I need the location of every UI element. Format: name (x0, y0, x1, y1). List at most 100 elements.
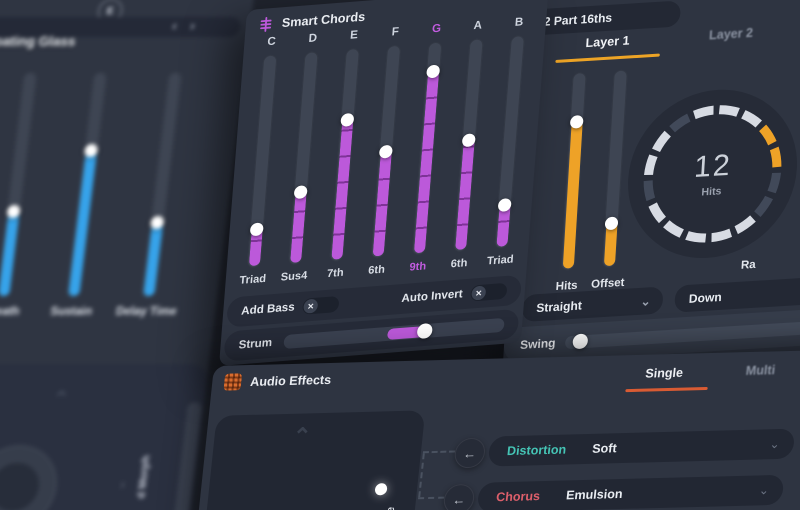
rhythm-preset-dropdown[interactable]: 2 Part 16ths (528, 0, 682, 36)
note-letter: A (473, 19, 483, 33)
dial-segment (734, 215, 756, 235)
connector-line (417, 496, 445, 500)
chord-columns: C Triad D Sus4 E 7th F 6th G 9th A 6th B Triad (235, 15, 537, 289)
chord-slider[interactable] (246, 54, 278, 269)
dial-segment (644, 154, 658, 175)
tab-layer-2[interactable]: Layer 2 (708, 25, 754, 43)
note-letter: B (514, 16, 524, 29)
effect-name: Distortion (506, 442, 567, 459)
slider-knob[interactable] (83, 144, 99, 158)
slider-label: Sustain (49, 306, 93, 318)
active-layer-underline (555, 53, 660, 63)
slider-fill (67, 144, 99, 296)
vertical-slider[interactable] (560, 71, 587, 271)
xy-pad-cursor[interactable] (374, 483, 388, 496)
direction-dropdown[interactable]: Down (674, 269, 800, 313)
arrow-left-icon: ← (462, 445, 478, 461)
chevron-up-icon: ⌃ (291, 423, 313, 449)
dial-segment (718, 105, 740, 117)
chevron-down-icon: ⌄ (640, 293, 652, 309)
tab-multi[interactable]: Multi (745, 363, 776, 379)
effect-back-button[interactable]: ← (453, 437, 487, 469)
slider-knob[interactable] (569, 114, 584, 129)
note-letter: G (431, 22, 442, 36)
chord-type-label: 6th (450, 257, 468, 271)
dial-ring (628, 89, 798, 259)
tab-single[interactable]: Single (644, 365, 684, 381)
dial-segment (767, 172, 782, 194)
auto-invert-toggle[interactable]: ✕ (470, 282, 508, 302)
swing-slider[interactable] (565, 314, 800, 350)
preset-name[interactable]: Floating Glass (0, 34, 77, 49)
chord-slider[interactable] (287, 51, 319, 266)
slider-label: Breath (0, 306, 21, 318)
swing-label: Swing (519, 335, 556, 353)
chorus-selector[interactable]: Chorus Emulsion ⌄ (476, 474, 785, 510)
strum-knob[interactable] (416, 322, 434, 340)
toggle-x-icon: ✕ (303, 298, 319, 314)
vertical-slider[interactable] (65, 72, 108, 298)
strum-label: Strum (238, 336, 273, 352)
chord-slider[interactable] (452, 38, 484, 253)
chord-type-label: 7th (326, 266, 345, 281)
dial-segment (741, 110, 762, 128)
note-letter: E (349, 29, 359, 42)
next-preset-icon[interactable]: › (189, 18, 196, 33)
slider-knob[interactable] (6, 205, 21, 219)
expression-slider-sustain[interactable]: Sustain (43, 72, 129, 318)
chord-slider[interactable] (370, 44, 402, 259)
slider-knob[interactable] (604, 216, 619, 231)
effect-preset: Emulsion (565, 486, 624, 503)
dial-segment (652, 130, 671, 153)
connector-line (422, 450, 456, 454)
slider-fill (495, 198, 512, 247)
slider-knob[interactable] (497, 198, 512, 213)
morph-knob[interactable] (0, 445, 62, 510)
slider-fill (454, 133, 476, 251)
slider-knob[interactable] (461, 133, 476, 148)
effect-back-button[interactable]: ← (442, 483, 476, 510)
effects-xy-pad[interactable]: ⌃ ce (203, 410, 426, 510)
slider-knob[interactable] (340, 113, 355, 128)
chord-slider[interactable] (329, 47, 361, 262)
note-letter: F (391, 25, 400, 39)
slider-fill (603, 216, 619, 267)
panel-title: Audio Effects (249, 372, 332, 389)
slider-knob[interactable] (378, 144, 393, 159)
arrow-left-icon: ← (451, 491, 467, 507)
expression-slider-delay-time[interactable]: Delay Time (115, 72, 204, 318)
swing-knob[interactable] (572, 333, 589, 350)
prev-preset-icon[interactable]: ‹ (171, 18, 178, 33)
dial-segment (769, 146, 782, 168)
smart-chords-panel: Smart Chords C Triad D Sus4 E 7th F 6th G 9th A 6th… (218, 0, 549, 366)
distortion-selector[interactable]: Distortion Soft ⌄ (487, 428, 796, 467)
slider-fill (330, 113, 355, 260)
effect-name: Chorus (495, 489, 541, 505)
slider-fill (372, 144, 393, 257)
toggle-x-icon: ✕ (471, 285, 487, 301)
add-bass-label: Add Bass (240, 301, 296, 318)
note-letter: D (308, 32, 318, 45)
hits-dial[interactable]: 12 Hits (619, 81, 800, 268)
auto-invert-label: Auto Invert (401, 288, 464, 306)
add-bass-toggle[interactable]: ✕ (302, 295, 340, 315)
slider-knob[interactable] (149, 216, 165, 230)
vertical-slider[interactable] (0, 72, 38, 298)
tab-layer-1[interactable]: Layer 1 (585, 33, 631, 51)
slider-fill (248, 222, 264, 267)
dial-segment (758, 124, 777, 146)
slider-knob[interactable] (249, 222, 264, 237)
dial-segment (669, 113, 691, 133)
slider-label: Delay Time (115, 306, 178, 318)
chord-slider[interactable] (494, 34, 526, 250)
smart-chords-icon (260, 17, 272, 32)
slider-knob[interactable] (293, 184, 308, 199)
chord-type-label: Sus4 (280, 269, 308, 284)
chord-slider[interactable] (411, 41, 443, 256)
slider-knob[interactable] (426, 64, 441, 79)
dial-segment (685, 231, 707, 243)
vertical-slider[interactable] (140, 72, 183, 298)
strum-slider[interactable] (283, 317, 505, 350)
timing-dropdown[interactable]: Straight ⌄ (521, 286, 664, 323)
